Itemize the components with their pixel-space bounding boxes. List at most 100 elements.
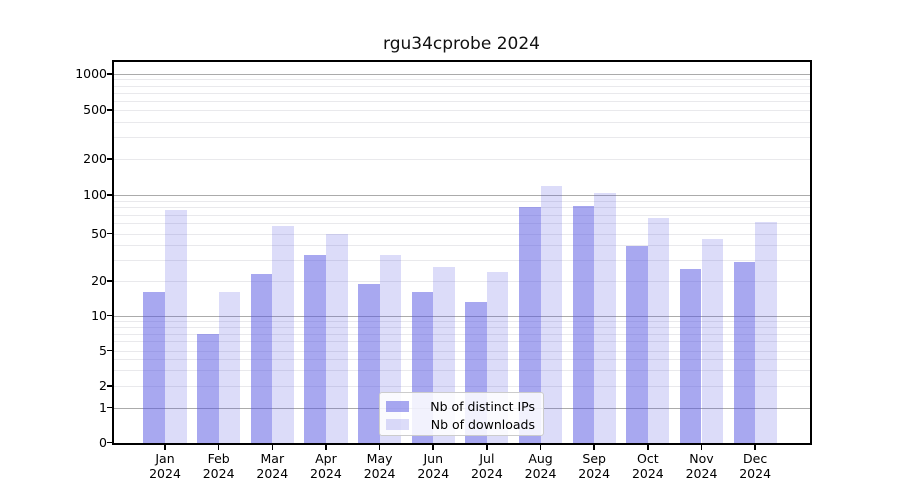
- bar-downloads: [540, 185, 563, 443]
- legend-label-downloads: Nb of downloads: [430, 417, 535, 432]
- gridline-minor: [113, 207, 810, 209]
- chart-title: rgu34cprobe 2024: [383, 34, 540, 54]
- gridline-minor: [113, 214, 810, 216]
- gridline-minor: [113, 333, 810, 335]
- bar-downloads: [272, 226, 294, 443]
- y-tick-label: 10: [91, 307, 107, 323]
- x-tick-mark: [593, 445, 595, 450]
- gridline-minor: [113, 79, 810, 81]
- bar-distinct-ips: [250, 273, 273, 443]
- gridline-minor: [113, 85, 810, 87]
- y-tick-mark: [107, 385, 112, 387]
- x-tick-mark: [754, 445, 756, 450]
- x-tick-label: Jun 2024: [417, 451, 450, 481]
- y-tick-mark: [107, 232, 112, 235]
- bar-distinct-ips: [304, 255, 326, 443]
- y-tick-mark: [107, 349, 112, 352]
- y-tick-label: 5: [99, 342, 107, 358]
- y-tick-label: 100: [83, 187, 107, 202]
- y-tick-label: 200: [83, 151, 107, 166]
- gridline-minor: [113, 326, 810, 328]
- y-tick-mark: [107, 406, 112, 409]
- y-tick-label: 500: [83, 102, 107, 117]
- gridline-minor: [113, 386, 810, 387]
- x-tick-label: Dec 2024: [739, 451, 772, 481]
- gridline-minor: [113, 341, 810, 343]
- y-tick-mark: [107, 109, 112, 111]
- gridline-minor: [113, 370, 810, 372]
- x-tick-mark: [378, 445, 381, 450]
- gridline-minor: [113, 259, 810, 261]
- bar-downloads: [647, 218, 670, 443]
- gridline-minor: [113, 100, 810, 102]
- gridline-minor: [113, 350, 810, 352]
- legend-swatch-distinct-ips: [386, 401, 409, 412]
- y-tick-mark: [107, 73, 112, 75]
- y-tick-mark: [107, 158, 112, 160]
- bar-downloads: [165, 209, 187, 443]
- gridline-minor: [113, 245, 810, 247]
- y-tick-label: 0: [99, 434, 107, 450]
- gridline-major: [113, 195, 810, 196]
- gridline-minor: [113, 200, 810, 202]
- y-tick-mark: [107, 314, 112, 317]
- x-tick-label: Oct 2024: [631, 451, 664, 481]
- x-tick-label: Aug 2024: [524, 451, 557, 481]
- x-tick-mark: [486, 445, 488, 450]
- x-tick-label: Sep 2024: [578, 451, 611, 481]
- y-tick-label: 1: [99, 399, 107, 415]
- x-tick-mark: [217, 445, 220, 450]
- gridline-minor: [113, 92, 810, 94]
- bar-distinct-ips: [143, 292, 165, 443]
- y-tick-mark: [107, 441, 112, 444]
- y-tick-label: 50: [91, 225, 107, 241]
- bar-downloads: [755, 222, 777, 443]
- bar-distinct-ips: [679, 269, 702, 443]
- x-tick-label: Mar 2024: [256, 451, 289, 481]
- gridline-minor: [113, 110, 810, 111]
- plot-area: [113, 61, 810, 443]
- x-tick-label: May 2024: [363, 451, 396, 481]
- x-tick-mark: [700, 445, 703, 450]
- x-tick-label: Nov 2024: [685, 451, 718, 481]
- legend-label-distinct-ips: Nb of distinct IPs: [430, 399, 535, 414]
- bar-distinct-ips: [572, 206, 595, 443]
- x-tick-mark: [271, 445, 274, 450]
- bar-distinct-ips: [358, 283, 380, 443]
- x-tick-mark: [325, 445, 327, 450]
- y-tick-label: 20: [91, 273, 107, 288]
- y-tick-label: 2: [99, 378, 107, 393]
- x-tick-label: Apr 2024: [310, 451, 342, 481]
- x-tick-label: Jul 2024: [470, 451, 503, 481]
- x-tick-label: Feb 2024: [202, 451, 235, 481]
- x-tick-mark: [432, 445, 435, 450]
- legend-row-downloads: Nb of downloads: [386, 416, 535, 433]
- legend-swatch-downloads: [386, 419, 409, 430]
- gridline-minor: [113, 223, 810, 225]
- bar-downloads: [594, 193, 616, 443]
- x-tick-mark: [164, 445, 166, 450]
- gridline-minor: [113, 359, 810, 361]
- bar-distinct-ips: [733, 261, 756, 443]
- bar-downloads: [218, 292, 241, 443]
- gridline-minor: [113, 121, 810, 123]
- gridline-minor: [113, 233, 810, 235]
- y-tick-label: 1000: [75, 66, 107, 81]
- bar-distinct-ips: [197, 333, 219, 443]
- gridline-minor: [113, 137, 810, 139]
- gridline-minor: [113, 281, 810, 282]
- y-tick-mark: [107, 280, 112, 282]
- gridline-major: [113, 74, 810, 75]
- x-tick-mark: [539, 445, 542, 450]
- legend-row-distinct-ips: Nb of distinct IPs: [386, 398, 535, 415]
- x-tick-label: Jan 2024: [149, 451, 181, 481]
- gridline-minor: [113, 320, 810, 322]
- bar-downloads: [325, 233, 348, 443]
- bar-downloads: [701, 238, 724, 443]
- gridline-major: [113, 315, 810, 317]
- gridline-minor: [113, 159, 810, 160]
- x-tick-mark: [647, 445, 649, 450]
- bar-distinct-ips: [518, 207, 541, 443]
- y-tick-mark: [107, 194, 112, 196]
